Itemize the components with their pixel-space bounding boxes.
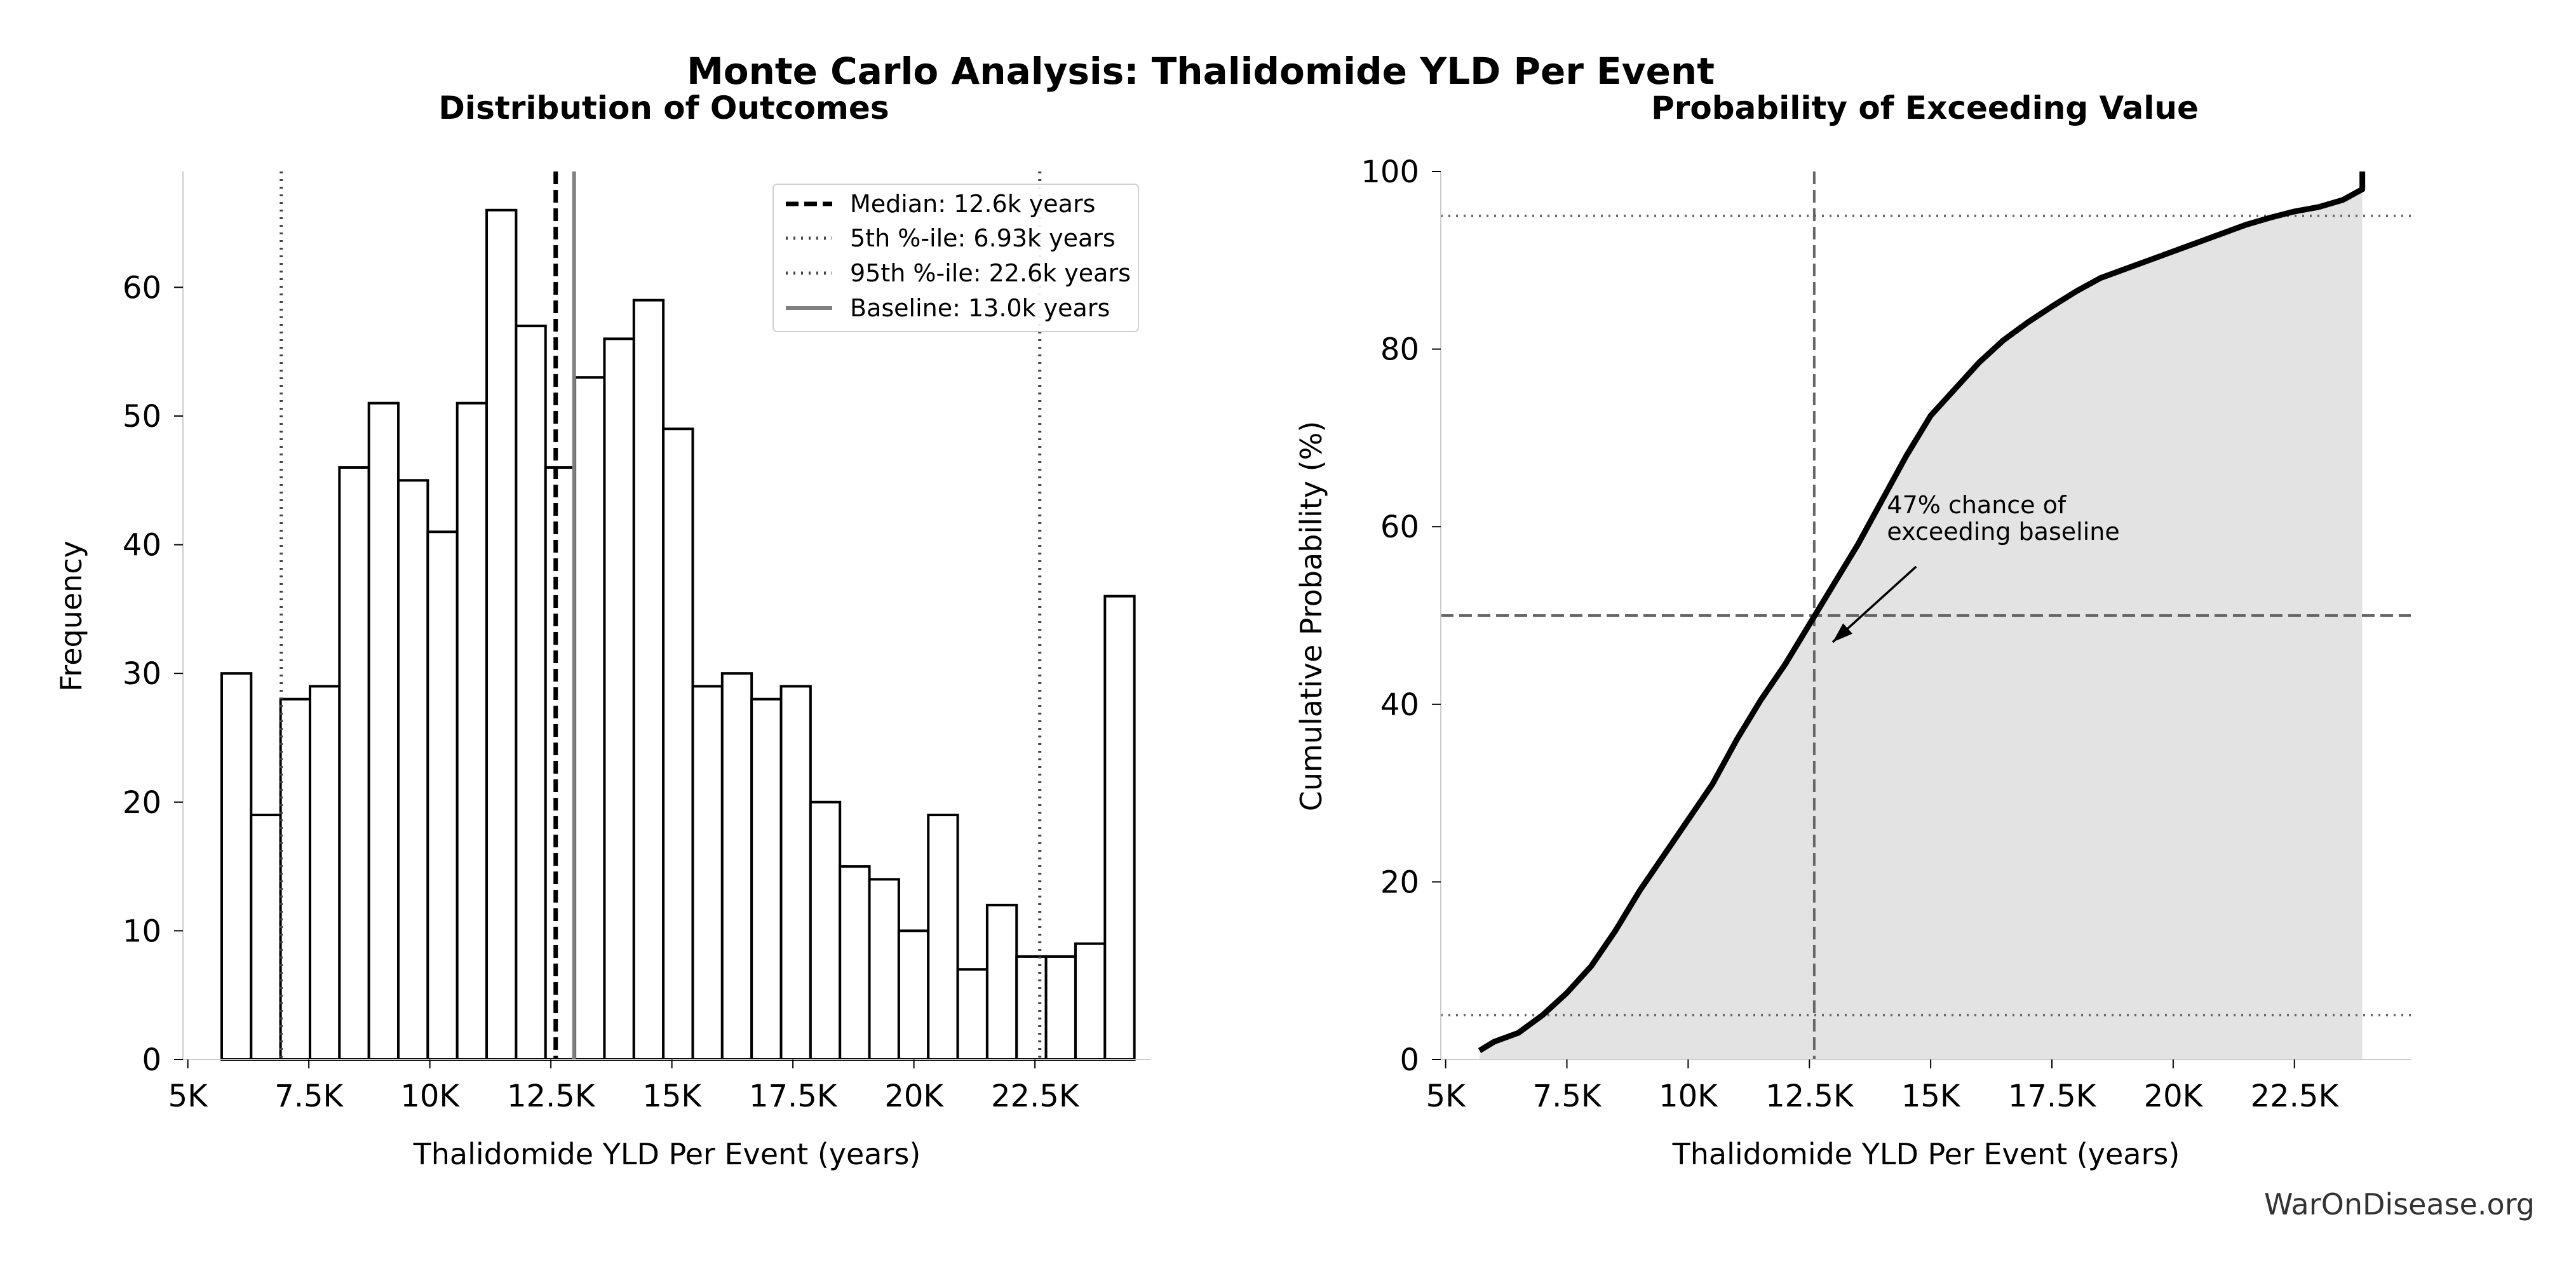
y-tick-label: 40 bbox=[123, 528, 161, 563]
histogram-bar bbox=[1015, 955, 1048, 1061]
x-tick-label: 7.5K bbox=[1533, 1079, 1602, 1114]
y-tick-label: 60 bbox=[123, 270, 161, 306]
exceedance-curve bbox=[1478, 171, 2366, 1053]
y-tick-label: 80 bbox=[1380, 332, 1419, 368]
y-tick-label: 0 bbox=[1399, 1042, 1419, 1078]
histogram-bar bbox=[308, 685, 341, 1061]
x-tick-label: 15K bbox=[1901, 1079, 1961, 1114]
histogram-bar bbox=[544, 466, 577, 1061]
legend-entry-baseline: Baseline: 13.0k years bbox=[786, 294, 1110, 322]
exceedance-title: Probability of Exceeding Value bbox=[1651, 90, 2199, 126]
legend-entry-median: Median: 12.6k years bbox=[786, 190, 1095, 218]
histogram-bar bbox=[397, 479, 429, 1061]
annotation-arrow-head bbox=[1832, 623, 1853, 642]
histogram-x-ticks: 5K 7.5K 10K 12.5K 15K 17.5K 20K 22.5K bbox=[168, 1059, 1080, 1114]
histogram-bar bbox=[662, 427, 694, 1061]
x-tick-label: 20K bbox=[2144, 1079, 2204, 1114]
histogram-bar bbox=[927, 814, 959, 1061]
exceedance-panel: Probability of Exceeding Value 5K 7.5K 10K… bbox=[1294, 90, 2411, 1171]
exceedance-x-ticks: 5K 7.5K 10K 12.5K 15K 17.5K 20K 22.5K bbox=[1426, 1059, 2340, 1114]
histogram-bar bbox=[868, 878, 900, 1061]
y-tick-label: 30 bbox=[123, 656, 161, 692]
y-tick-label: 60 bbox=[1380, 509, 1419, 545]
x-tick-label: 20K bbox=[884, 1079, 944, 1114]
y-tick-label: 50 bbox=[123, 399, 161, 434]
x-tick-label: 12.5K bbox=[507, 1079, 596, 1114]
histogram-bar bbox=[367, 401, 400, 1061]
histogram-bar bbox=[279, 697, 311, 1061]
x-tick-label: 15K bbox=[642, 1079, 702, 1114]
histogram-bar bbox=[985, 903, 1018, 1061]
legend-frame bbox=[772, 184, 1139, 332]
exceedance-x-axis-label: Thalidomide YLD Per Event (years) bbox=[1672, 1137, 2180, 1171]
histogram-bar bbox=[632, 299, 665, 1061]
legend-label-baseline: Baseline: 13.0k years bbox=[850, 294, 1110, 322]
histogram-bar bbox=[809, 800, 842, 1061]
histogram-bar bbox=[338, 466, 370, 1061]
legend-label-median: Median: 12.6k years bbox=[850, 190, 1095, 218]
histogram-bar bbox=[574, 376, 606, 1061]
histogram-x-axis-label: Thalidomide YLD Per Event (years) bbox=[413, 1137, 921, 1171]
histogram-bars bbox=[220, 208, 1136, 1061]
histogram-bar bbox=[720, 672, 753, 1061]
histogram-bar bbox=[691, 685, 724, 1061]
legend-entry-5th-percentile: 5th %-ile: 6.93k years bbox=[786, 224, 1116, 252]
y-tick-label: 10 bbox=[123, 913, 161, 949]
histogram-bar bbox=[1044, 955, 1077, 1061]
y-tick-label: 20 bbox=[1380, 864, 1419, 900]
histogram-bar bbox=[250, 814, 282, 1061]
exceedance-y-axis-label: Cumulative Probability (%) bbox=[1294, 421, 1328, 812]
histogram-panel: Distribution of Outcomes 5K 7.5K 10K 12.5K 1… bbox=[54, 90, 1151, 1171]
x-tick-label: 17.5K bbox=[749, 1079, 838, 1114]
histogram-bar bbox=[515, 325, 547, 1061]
histogram-bar bbox=[839, 865, 871, 1061]
histogram-bar bbox=[779, 685, 812, 1061]
y-tick-label: 40 bbox=[1380, 687, 1419, 723]
histogram-title: Distribution of Outcomes bbox=[438, 90, 889, 126]
histogram-bar bbox=[897, 929, 930, 1061]
x-tick-label: 5K bbox=[1426, 1079, 1467, 1114]
histogram-bar bbox=[1103, 595, 1136, 1061]
histogram-bar bbox=[750, 697, 783, 1061]
histogram-y-axis-label: Frequency bbox=[54, 541, 88, 692]
x-tick-label: 17.5K bbox=[2008, 1079, 2097, 1114]
legend-label-5th-percentile: 5th %-ile: 6.93k years bbox=[850, 224, 1116, 252]
histogram-bar bbox=[220, 672, 253, 1061]
x-tick-label: 12.5K bbox=[1765, 1079, 1854, 1114]
x-tick-label: 10K bbox=[1659, 1079, 1718, 1114]
x-tick-label: 5K bbox=[168, 1079, 209, 1114]
x-tick-label: 22.5K bbox=[991, 1079, 1080, 1114]
figure-title: Monte Carlo Analysis: Thalidomide YLD Pe… bbox=[687, 50, 1715, 93]
x-tick-label: 10K bbox=[400, 1079, 460, 1114]
histogram-bar bbox=[455, 401, 489, 1061]
x-tick-label: 22.5K bbox=[2251, 1079, 2340, 1114]
annotation-text-line: 47% chance of bbox=[1887, 491, 2067, 519]
histogram-bar bbox=[485, 208, 518, 1061]
y-tick-label: 100 bbox=[1361, 154, 1419, 190]
histogram-bar bbox=[956, 968, 988, 1061]
y-tick-label: 0 bbox=[142, 1042, 161, 1078]
x-tick-label: 7.5K bbox=[274, 1079, 344, 1114]
y-tick-label: 20 bbox=[123, 785, 161, 821]
exceedance-y-ticks: 0 20 40 60 80 100 bbox=[1361, 154, 1441, 1078]
legend-entry-95th-percentile: 95th %-ile: 22.6k years bbox=[786, 259, 1131, 287]
histogram-bar bbox=[603, 337, 635, 1061]
histogram-bar bbox=[1074, 942, 1107, 1061]
histogram-bar bbox=[426, 530, 459, 1061]
watermark: WarOnDisease.org bbox=[2264, 1187, 2535, 1221]
legend-label-95th-percentile: 95th %-ile: 22.6k years bbox=[850, 259, 1131, 287]
legend: Median: 12.6k years 5th %-ile: 6.93k yea… bbox=[772, 184, 1139, 332]
annotation-text-line: exceeding baseline bbox=[1887, 518, 2119, 546]
histogram-y-ticks: 0 10 20 30 40 50 60 bbox=[123, 270, 183, 1078]
histogram-reference-lines bbox=[280, 171, 1042, 1059]
